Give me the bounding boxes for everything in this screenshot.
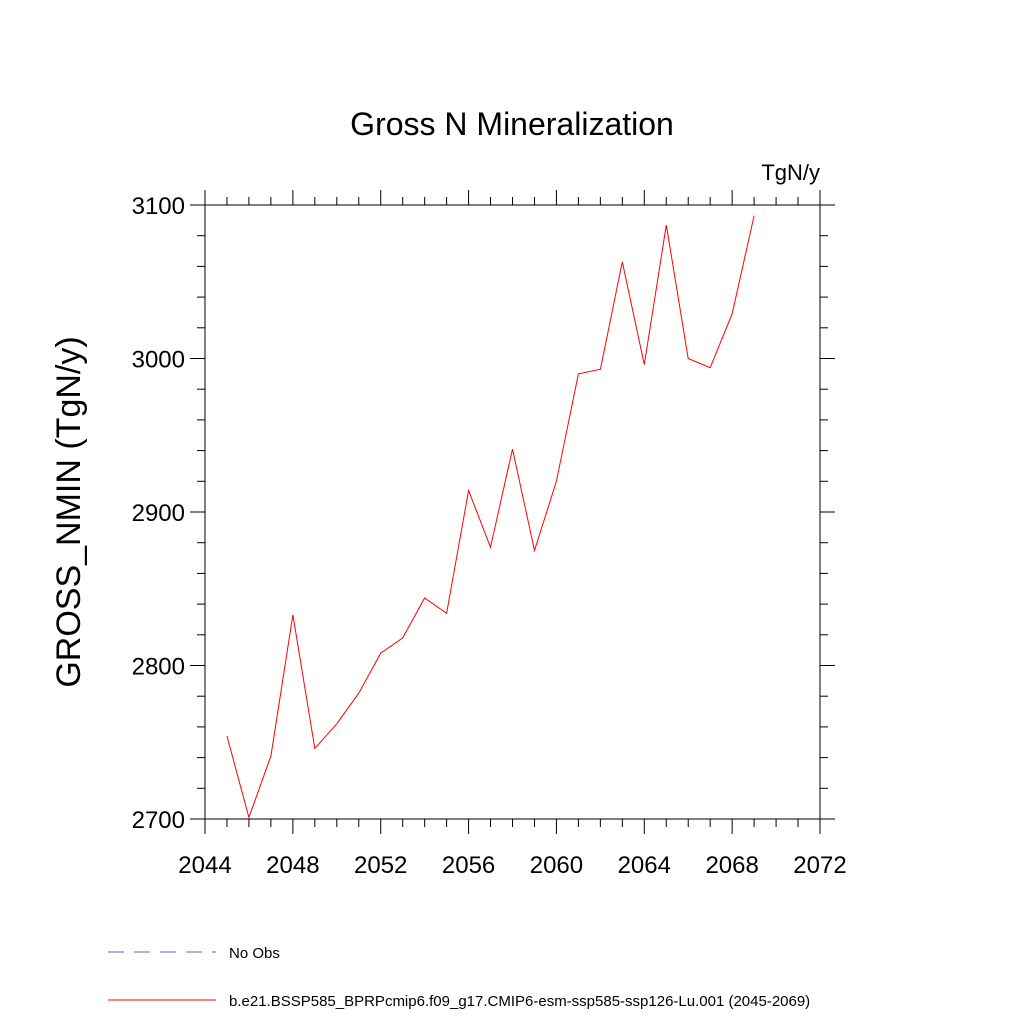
y-tick-label: 3100 [132, 193, 185, 220]
y-axis-label: GROSS_NMIN (TgN/y) [50, 336, 88, 687]
chart-title: Gross N Mineralization [350, 106, 674, 142]
x-tick-label: 2044 [178, 852, 231, 879]
x-tick-label: 2068 [705, 852, 758, 879]
legend: No Obs b.e21.BSSP585_BPRPcmip6.f09_g17.CM… [108, 945, 810, 1010]
series-line [226, 215, 755, 820]
y-tick-label: 2900 [132, 500, 185, 527]
series-layer [226, 215, 755, 820]
axis-tick-labels: 2044 2048 2052 2056 2060 2064 2068 2072 2700 2800… [132, 193, 847, 879]
x-tick-label: 2064 [618, 852, 671, 879]
legend-label: No Obs [229, 945, 280, 962]
x-tick-label: 2048 [266, 852, 319, 879]
x-tick-label: 2072 [793, 852, 846, 879]
y-tick-label: 2700 [132, 807, 185, 834]
units-label: TgN/y [761, 160, 820, 185]
y-tick-label: 3000 [132, 347, 185, 374]
plot-frame [204, 204, 821, 820]
x-tick-label: 2060 [530, 852, 583, 879]
x-tick-label: 2052 [354, 852, 407, 879]
axis-ticks [190, 190, 835, 834]
y-tick-label: 2800 [132, 654, 185, 681]
legend-label: b.e21.BSSP585_BPRPcmip6.f09_g17.CMIP6-es… [229, 993, 810, 1010]
x-tick-label: 2056 [442, 852, 495, 879]
